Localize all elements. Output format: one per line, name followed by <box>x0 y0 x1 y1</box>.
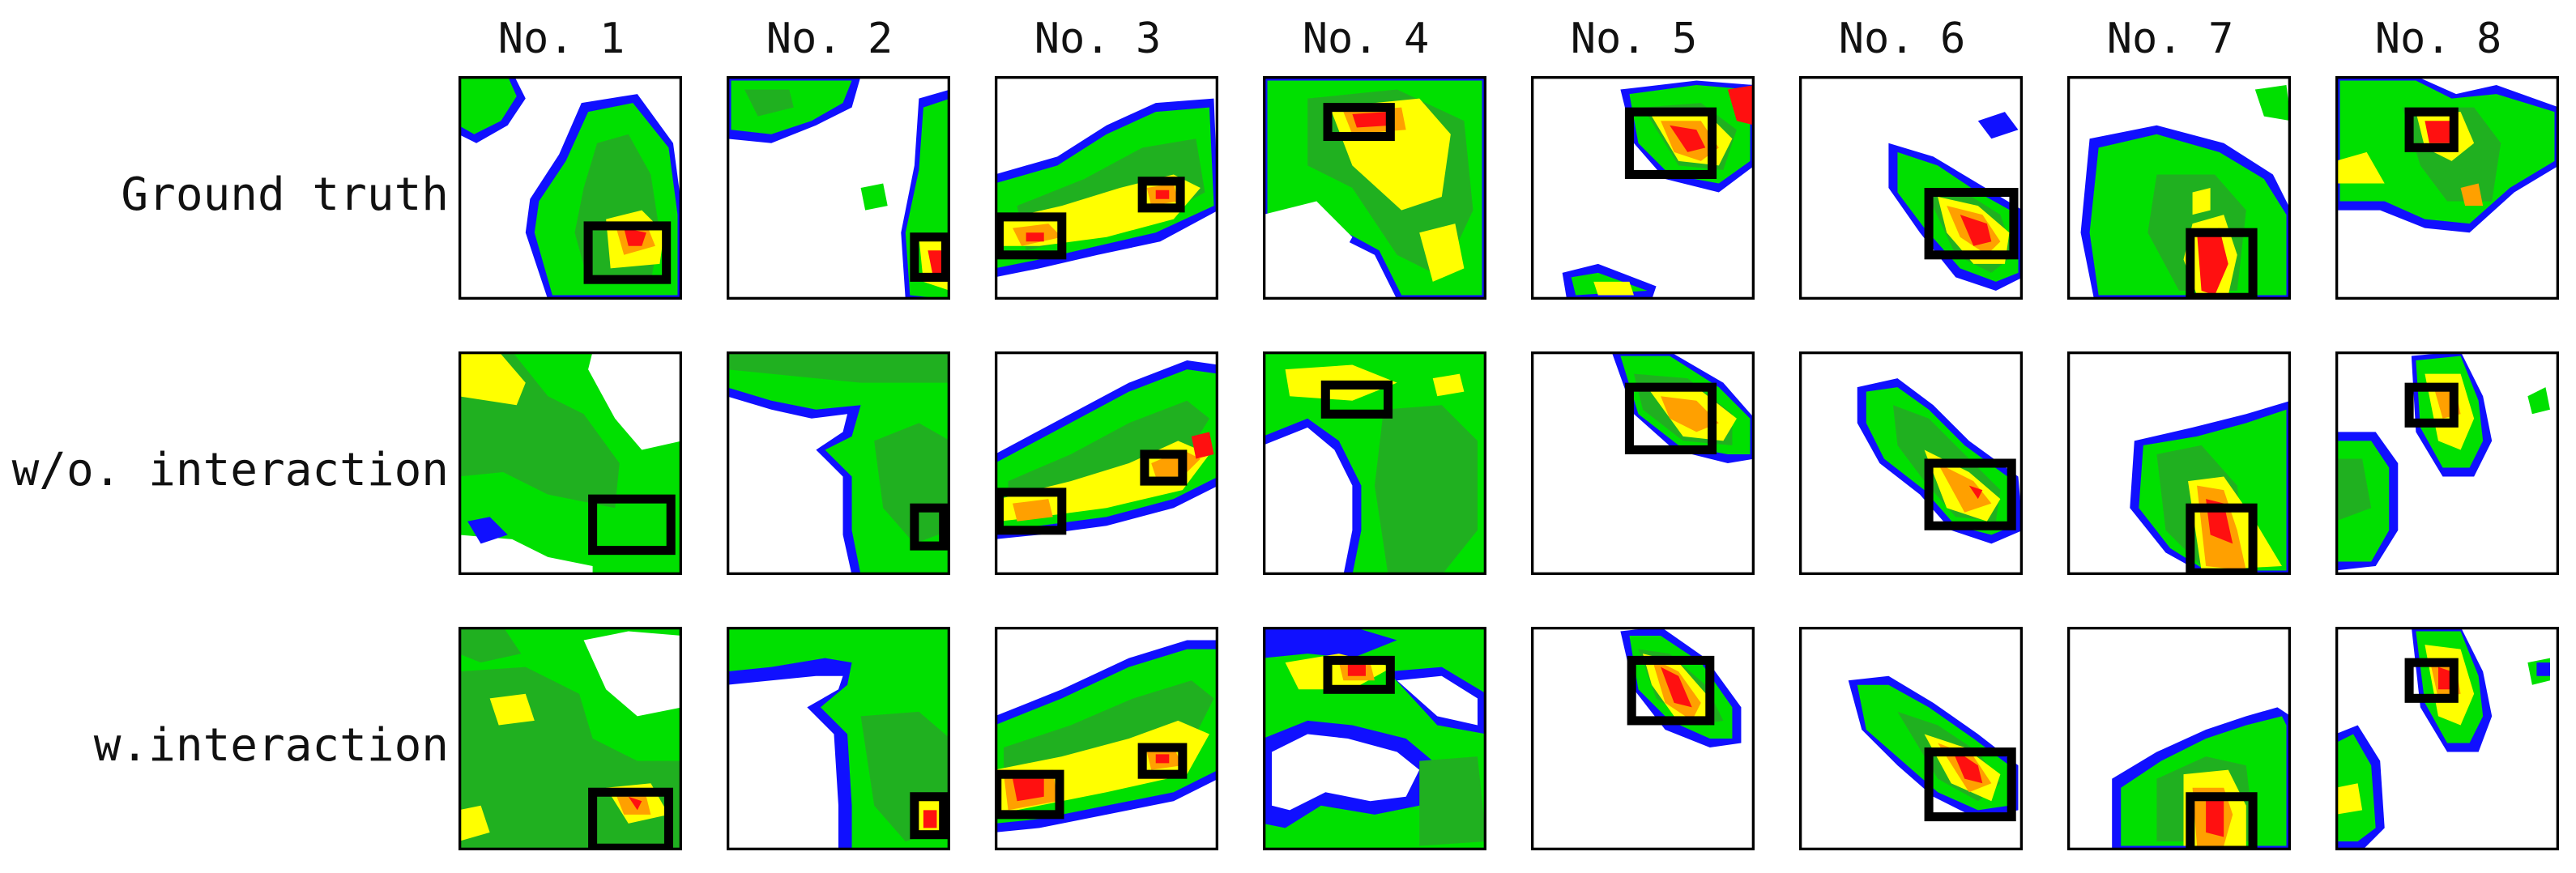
panel-ground-truth-2 <box>727 76 950 300</box>
column-title-6: No. 6 <box>1838 15 1966 63</box>
column-title-1: No. 1 <box>497 15 625 63</box>
panel-without-interaction-4 <box>1263 351 1486 575</box>
row-label-without-interaction: w/o. interaction <box>11 444 449 496</box>
panel-without-interaction-1 <box>458 351 682 575</box>
panel-without-interaction-8 <box>2335 351 2559 575</box>
panel-without-interaction-7 <box>2067 351 2291 575</box>
column-title-3: No. 3 <box>1034 15 1162 63</box>
panel-with-interaction-6 <box>1799 627 2023 850</box>
row-label-with-interaction: w.interaction <box>93 719 449 772</box>
panel-ground-truth-5 <box>1531 76 1755 300</box>
column-title-4: No. 4 <box>1302 15 1430 63</box>
panel-with-interaction-5 <box>1531 627 1755 850</box>
panel-without-interaction-3 <box>995 351 1218 575</box>
panel-without-interaction-5 <box>1531 351 1755 575</box>
panel-with-interaction-2 <box>727 627 950 850</box>
column-title-2: No. 2 <box>766 15 893 63</box>
column-title-7: No. 7 <box>2106 15 2234 63</box>
panel-without-interaction-6 <box>1799 351 2023 575</box>
panel-ground-truth-7 <box>2067 76 2291 300</box>
panel-ground-truth-1 <box>458 76 682 300</box>
column-title-8: No. 8 <box>2374 15 2502 63</box>
column-title-5: No. 5 <box>1570 15 1698 63</box>
panel-ground-truth-8 <box>2335 76 2559 300</box>
panel-with-interaction-4 <box>1263 627 1486 850</box>
panel-ground-truth-3 <box>995 76 1218 300</box>
panel-ground-truth-6 <box>1799 76 2023 300</box>
panel-with-interaction-1 <box>458 627 682 850</box>
panel-ground-truth-4 <box>1263 76 1486 300</box>
panel-with-interaction-3 <box>995 627 1218 850</box>
row-label-ground-truth: Ground truth <box>121 168 449 221</box>
panel-without-interaction-2 <box>727 351 950 575</box>
panel-with-interaction-8 <box>2335 627 2559 850</box>
panel-with-interaction-7 <box>2067 627 2291 850</box>
